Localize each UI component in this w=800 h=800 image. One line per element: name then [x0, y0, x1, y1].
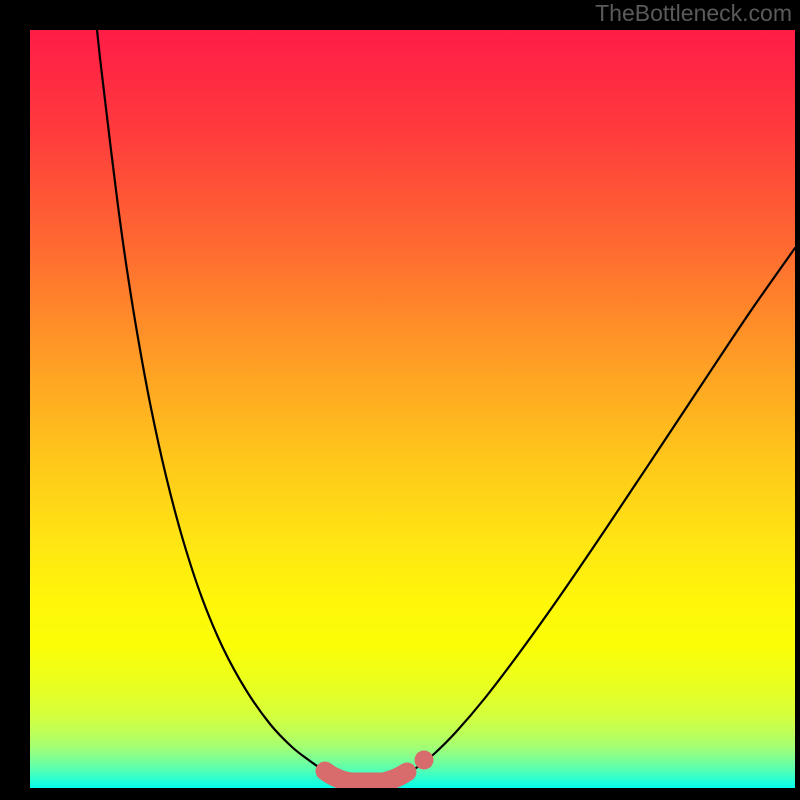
- bottleneck-chart: [30, 30, 795, 788]
- optimal-marker-dot: [415, 751, 434, 770]
- watermark-text: TheBottleneck.com: [595, 0, 792, 27]
- chart-svg: [30, 30, 795, 788]
- chart-background: [30, 30, 795, 788]
- optimal-range-band: [325, 771, 407, 782]
